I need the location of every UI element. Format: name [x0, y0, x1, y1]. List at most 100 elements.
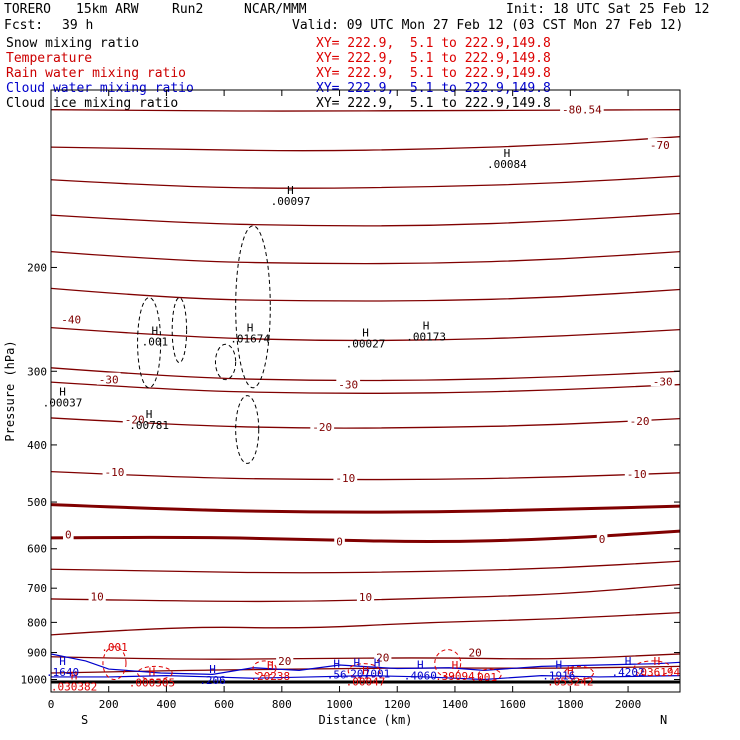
rain-max-value: .20238 — [250, 670, 290, 683]
x-tick-label: 1000 — [326, 698, 353, 711]
cloud-water-group — [51, 653, 680, 681]
legend-field-name: Rain water mixing ratio — [6, 66, 187, 81]
temp-label-bg — [647, 138, 672, 151]
rain-max-marker: H — [267, 659, 274, 672]
rain-contour-label: .001 — [471, 671, 498, 684]
forecast-hour: 39 h — [62, 18, 94, 33]
temp-label-bg — [96, 372, 121, 385]
y-tick-label: 600 — [27, 543, 47, 556]
isotherm-line — [51, 175, 680, 189]
isotherm-label: -20 — [125, 413, 145, 426]
isotherm-label: -70 — [650, 139, 670, 152]
snow-max-marker: H — [504, 147, 511, 160]
cloud-water-max-marker: H — [625, 655, 632, 668]
x-tick-label: 600 — [214, 698, 234, 711]
cloud-water-max-value: .56 — [327, 669, 347, 682]
isotherm-line — [51, 470, 680, 481]
rain-group — [102, 646, 672, 682]
snow-contour — [214, 343, 237, 381]
temp-label-bg — [88, 589, 106, 602]
isotherm-label: 20 — [469, 647, 482, 660]
isotherm-label: -40 — [61, 313, 81, 326]
snow-max-value: .00173 — [406, 331, 446, 344]
isotherm-label: 0 — [65, 529, 72, 542]
cloud-water-max-marker: H — [417, 659, 424, 672]
cloud-water-max-value: .207 — [344, 667, 371, 680]
isotherm-label: -30 — [99, 374, 119, 387]
temp-label-bg — [336, 377, 361, 390]
isotherm-label: -10 — [627, 468, 647, 481]
snow-max-value: .00097 — [271, 195, 311, 208]
isotherm-label: -10 — [335, 472, 355, 485]
rain-contour — [347, 663, 381, 679]
cloud-water-max-value: .4202 — [612, 666, 645, 679]
rain-max-marker: H — [149, 666, 156, 679]
rain-max-value: .036194 — [634, 666, 681, 679]
init-time: Init: 18 UTC Sat 25 Feb 12 — [506, 2, 710, 17]
temp-label-bg — [310, 420, 335, 433]
rain-contour — [434, 649, 462, 678]
rain-max-value: .053242 — [547, 675, 593, 688]
x-tick-label: 1800 — [557, 698, 584, 711]
rain-contour — [477, 668, 502, 682]
cloud-water-max-marker: H — [209, 663, 216, 676]
isotherm-line — [51, 503, 680, 514]
isotherm-line — [51, 109, 680, 112]
temp-label-bg — [356, 589, 375, 602]
x-tick-label: 400 — [156, 698, 176, 711]
y-tick-label: 900 — [27, 647, 47, 660]
cloud-water-max-value: .206 — [199, 674, 226, 687]
snow-contour — [235, 395, 260, 464]
x-tick-label: 1600 — [499, 698, 526, 711]
isotherm-line — [51, 417, 680, 429]
isotherm-line — [51, 250, 680, 265]
legend-field-xy: XY= 222.9, 5.1 to 222.9,149.8 — [316, 51, 551, 66]
snow-max-value: .00027 — [346, 338, 386, 351]
isotherm-label: -30 — [338, 379, 358, 392]
rain-max-marker: H — [654, 655, 661, 668]
rain-max-value: .39094 — [435, 670, 475, 683]
y-tick-label: 1000 — [21, 674, 48, 687]
x-tick-label: 0 — [48, 698, 55, 711]
isotherm-label: 0 — [599, 533, 606, 546]
snow-max-marker: H — [59, 386, 66, 399]
temp-label-bg — [276, 653, 294, 666]
temp-label-bg — [627, 413, 652, 426]
temp-label-bg — [334, 534, 345, 547]
isotherm-label: -20 — [312, 421, 332, 434]
model-name: TORERO — [4, 2, 51, 17]
plot-frame — [50, 89, 681, 693]
legend-field-name: Temperature — [6, 51, 93, 66]
cloud-water-max-marker: H — [374, 656, 381, 669]
isotherm-label: -80.54 — [562, 104, 602, 117]
rain-contour — [102, 646, 127, 681]
legend-field-xy: XY= 222.9, 5.1 to 222.9,149.8 — [316, 66, 551, 81]
isotherm-line — [51, 367, 680, 382]
snow-contour — [235, 225, 271, 389]
isotherm-line — [51, 560, 680, 574]
rain-contour — [252, 660, 277, 677]
x-end-label-right: N — [660, 713, 667, 727]
isotherm-label: -10 — [105, 466, 125, 479]
cloud-water-max-marker: H — [333, 658, 340, 671]
snow-max-value: .00037 — [43, 397, 83, 410]
temp-label-bg — [650, 374, 675, 387]
rain-max-marker: H — [362, 664, 369, 677]
x-tick-label: 1200 — [384, 698, 411, 711]
legend-field-name: Cloud ice mixing ratio — [6, 96, 179, 111]
rain-max-marker: H — [567, 664, 574, 677]
cloud-water-contour — [51, 653, 680, 681]
isotherm-line — [51, 381, 680, 394]
snow-max-value: .01674 — [230, 333, 270, 346]
cloud-water-max-value: .1916 — [542, 670, 575, 683]
isotherm-line — [51, 529, 680, 543]
rain-max-marker: H — [71, 670, 78, 683]
x-tick-label: 1400 — [442, 698, 469, 711]
isotherm-label: 20 — [376, 652, 389, 665]
y-tick-label: 800 — [27, 616, 47, 629]
snow-max-marker: H — [146, 408, 153, 421]
legend-field-name: Cloud water mixing ratio — [6, 81, 194, 96]
rain-contour — [137, 665, 173, 681]
isotherm-group — [51, 109, 680, 674]
isotherm-label: 0 — [336, 535, 343, 548]
